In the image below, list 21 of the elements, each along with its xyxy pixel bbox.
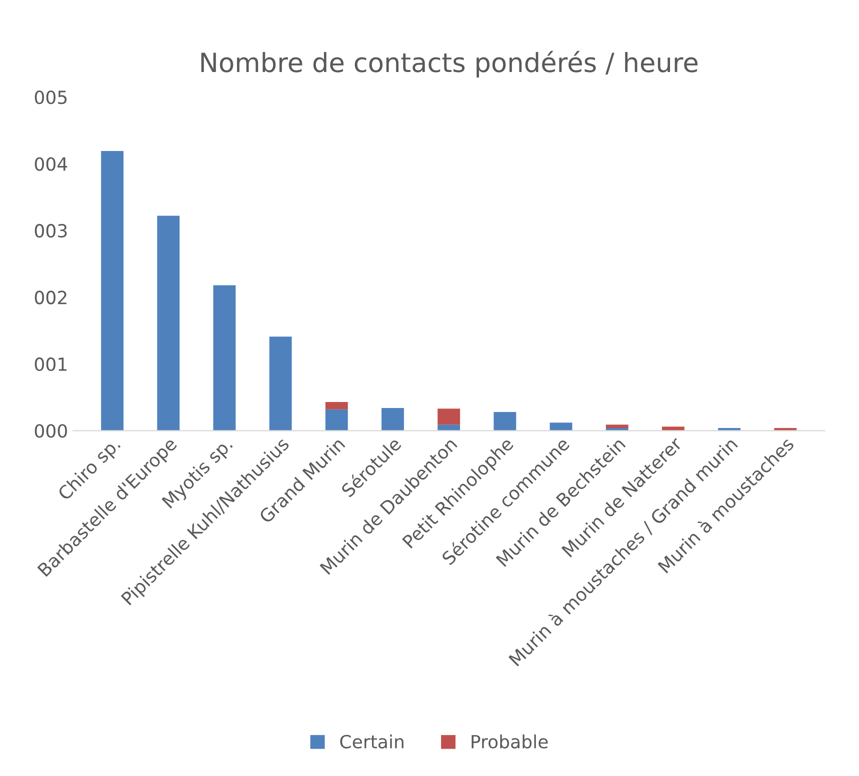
bar: [157, 216, 180, 431]
bar: [101, 151, 124, 431]
y-tick-label: 002: [34, 290, 66, 304]
bar: [438, 424, 460, 431]
bar: [382, 408, 404, 431]
bar: [213, 285, 236, 431]
bar: [550, 422, 572, 431]
bar: [606, 424, 628, 428]
bar: [325, 409, 348, 431]
legend-label: Certain: [340, 734, 404, 748]
y-tick-label: 003: [34, 224, 67, 238]
legend-label: Probable: [472, 734, 548, 748]
y-tick-label: 000: [34, 424, 67, 438]
y-tick-label: 001: [34, 357, 66, 372]
y-tick-label: 005: [34, 90, 67, 104]
bar: [438, 408, 460, 425]
chart-title: Nombre de contacts pondérés / heure: [201, 50, 698, 78]
bar: [325, 402, 348, 410]
y-tick-label: 004: [34, 157, 68, 171]
bar: [494, 412, 516, 431]
bar: [269, 336, 292, 431]
